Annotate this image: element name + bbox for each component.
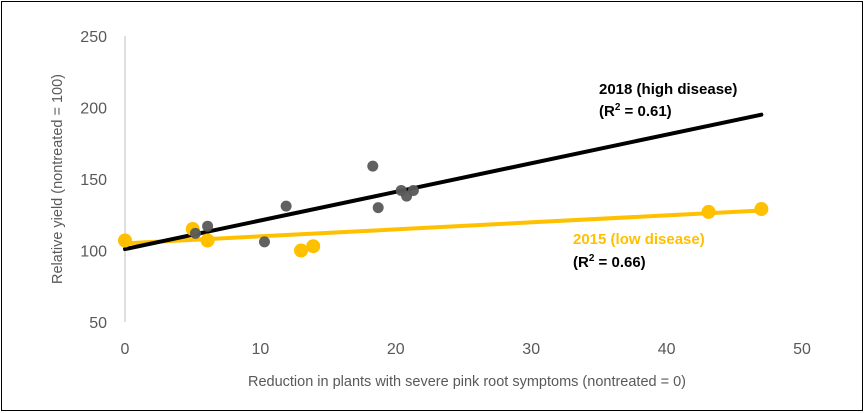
data-point-series-0 <box>189 227 201 239</box>
x-tick-label: 40 <box>658 341 676 358</box>
data-point-series-0 <box>407 184 419 196</box>
trendline-series-0 <box>123 112 764 252</box>
data-point-series-1 <box>306 239 321 254</box>
data-point-series-0 <box>280 200 292 212</box>
data-points <box>118 160 769 258</box>
x-tick-label: 0 <box>121 341 130 358</box>
x-tick-label: 50 <box>793 341 811 358</box>
y-tick-label: 50 <box>89 315 107 332</box>
trendline-series-1 <box>123 208 764 246</box>
x-tick-label: 10 <box>252 341 270 358</box>
x-tick-label: 20 <box>387 341 405 358</box>
x-tick-label: 30 <box>522 341 540 358</box>
annotation-2015-r2: (R2 = 0.66) <box>573 253 646 271</box>
data-point-series-0 <box>367 160 379 172</box>
trendlines <box>123 112 764 252</box>
y-tick-labels: 50 100 150 200 250 <box>80 29 107 332</box>
data-point-series-0 <box>202 220 214 232</box>
data-point-series-1 <box>118 233 132 248</box>
y-tick-label: 100 <box>80 244 107 261</box>
y-tick-label: 200 <box>80 101 107 118</box>
data-point-series-1 <box>754 202 769 217</box>
data-point-series-0 <box>258 236 270 248</box>
annotation-2018-label: 2018 (high disease) <box>599 81 737 98</box>
annotation-2015-label: 2015 (low disease) <box>573 231 705 248</box>
data-point-series-1 <box>294 243 309 258</box>
annotation-2018-r2: (R2 = 0.61) <box>599 102 672 120</box>
data-point-series-1 <box>200 233 215 248</box>
y-tick-label: 250 <box>80 29 107 46</box>
x-tick-labels: 0 10 20 30 40 50 <box>121 341 811 358</box>
data-point-series-1 <box>701 204 716 219</box>
x-axis-title: Reduction in plants with severe pink roo… <box>248 374 686 390</box>
data-point-series-0 <box>372 202 384 214</box>
y-tick-label: 150 <box>80 172 107 189</box>
y-axis-title: Relative yield (nontreated = 100) <box>50 74 66 284</box>
